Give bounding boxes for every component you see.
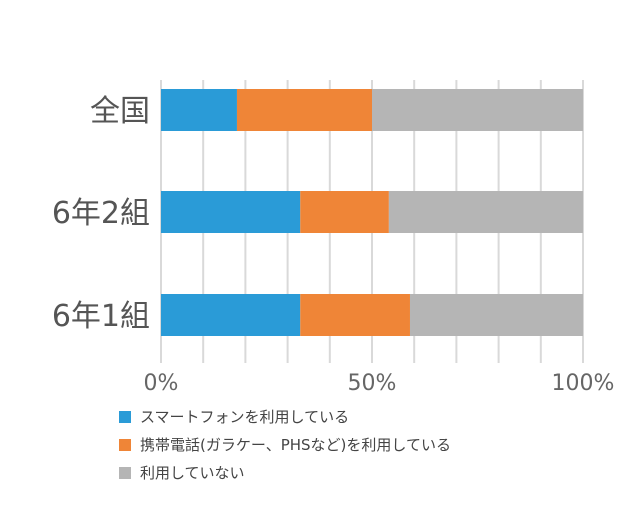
bar-segment [300,294,410,336]
category-label: 全国 [90,94,150,129]
bar-segment [161,191,301,233]
bar-segment [372,89,583,131]
bar-segment [161,89,237,131]
bar-segment [300,191,389,233]
legend-swatch [119,411,131,423]
tick-label: 50% [348,371,397,396]
legend-label: 携帯電話(ガラケー、PHSなど)を利用している [140,436,451,454]
legend-label: 利用していない [140,464,245,482]
bar-segment [161,294,301,336]
bar-segment [388,191,583,233]
category-label: 6年1組 [52,299,150,334]
bar-segment [236,89,372,131]
tick-label: 0% [144,371,179,396]
legend-swatch [119,439,131,451]
legend-swatch [119,467,131,479]
category-label: 6年2組 [52,196,150,231]
legend-label: スマートフォンを利用している [140,408,349,426]
tick-label: 100% [552,371,615,396]
bar-segment [409,294,583,336]
